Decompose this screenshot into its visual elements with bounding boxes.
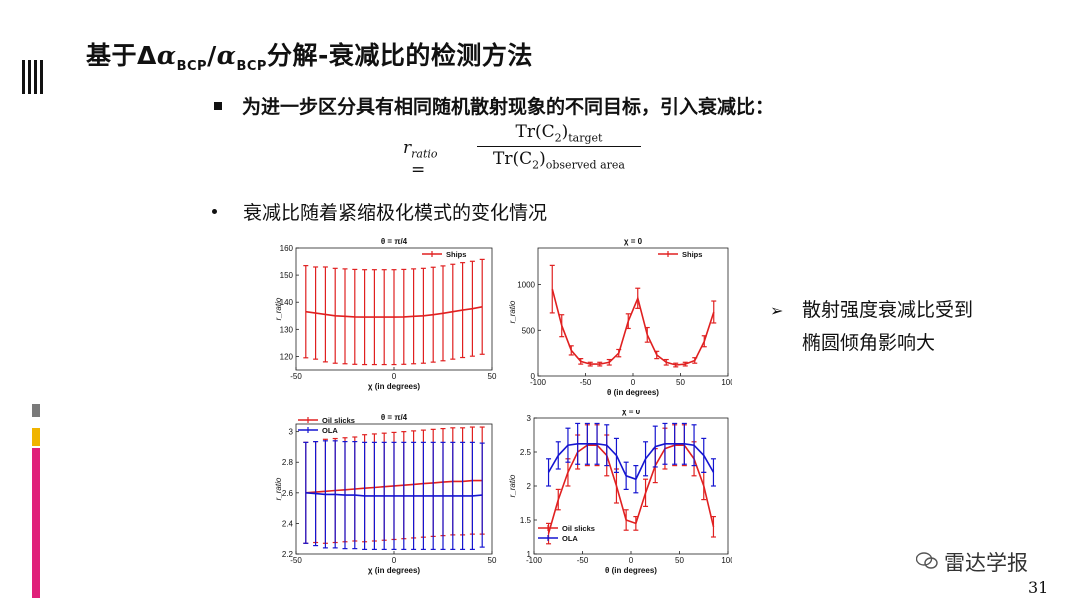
- arrow-bullet-icon: ➢: [770, 301, 784, 320]
- x-tick-label: 100: [721, 556, 732, 565]
- bullet-variation: 衰减比随着紧缩极化模式的变化情况: [212, 198, 547, 225]
- side-note-line2: 椭圆倾角影响大: [802, 332, 936, 354]
- logo-bars: [22, 60, 46, 94]
- x-tick-label: 50: [488, 556, 497, 565]
- y-axis-label: r_ratio: [508, 474, 517, 497]
- legend-label: Ships: [682, 250, 702, 259]
- square-bullet-icon: [214, 101, 222, 110]
- series-line: [305, 492, 483, 497]
- y-axis-label: r_ratio: [508, 300, 517, 323]
- y-axis-label: r_ratio: [274, 477, 283, 500]
- title-alpha-2: α: [216, 41, 237, 70]
- y-axis-label: r_ratio: [274, 297, 283, 320]
- x-tick-label: 0: [629, 556, 634, 565]
- title-sub: BCP: [176, 59, 208, 74]
- x-tick-label: 0: [631, 378, 636, 387]
- x-tick-label: -100: [526, 556, 543, 565]
- y-tick-label: 2.8: [282, 458, 294, 467]
- y-tick-label: 500: [522, 326, 536, 335]
- chart-oil-theta: -100 -50 0 50 100 1 1.5 2 2.5 3 χ = 0 θ (in degrees…: [508, 410, 732, 575]
- watermark-text: 雷达学报: [944, 551, 1028, 575]
- y-tick-label: 120: [280, 352, 294, 361]
- y-tick-label: 130: [280, 325, 294, 334]
- series-line: [547, 443, 715, 481]
- title-sub-2: BCP: [236, 59, 267, 74]
- bullet-intro-text: 为进一步区分具有相同随机散射现象的不同目标，引入衰减比：: [242, 96, 775, 118]
- wechat-icon: [915, 551, 938, 575]
- x-tick-label: -50: [577, 556, 589, 565]
- chart-title: χ = 0: [622, 410, 641, 416]
- x-axis-label: θ (in degrees): [605, 566, 657, 575]
- x-tick-label: -100: [530, 378, 547, 387]
- chart-ships-theta: -100-5005010005001000χ = 0θ (in degrees)…: [508, 237, 732, 397]
- dot-bullet-icon: [212, 209, 217, 214]
- legend-label: OLA: [562, 534, 578, 543]
- page-number: 31: [1028, 578, 1049, 597]
- x-tick-label: 50: [676, 378, 685, 387]
- watermark: 雷达学报: [915, 547, 1028, 577]
- series-line: [305, 306, 483, 318]
- x-tick-label: 100: [721, 378, 732, 387]
- y-tick-label: 2.5: [520, 448, 532, 457]
- plot-frame: [537, 247, 729, 377]
- y-tick-label: 3: [527, 414, 532, 423]
- y-tick-label: 150: [280, 271, 294, 280]
- x-tick-label: 50: [675, 556, 684, 565]
- x-axis-label: θ (in degrees): [607, 388, 659, 397]
- strip-pink: [32, 448, 40, 598]
- x-axis-label: χ (in degrees): [368, 566, 421, 575]
- chart-title: χ = 0: [624, 237, 643, 246]
- title-slash: /: [207, 41, 217, 70]
- y-tick-label: 140: [280, 298, 294, 307]
- y-tick-label: 160: [280, 244, 294, 253]
- fraction-line: [477, 146, 641, 147]
- x-axis-label: χ (in degrees): [368, 382, 421, 391]
- chart-ships-chi: -50 0 50 120 130 140 150 160 θ = π/4 χ (in degree…: [274, 237, 497, 391]
- x-tick-label: -50: [290, 372, 302, 381]
- chart-title: θ = π/4: [381, 237, 408, 246]
- legend-label: OLA: [322, 426, 338, 435]
- chart-title: θ = π/4: [381, 413, 408, 422]
- slide-title: 基于ΔαBCP/αBCP分解-衰减比的检测方法: [86, 36, 533, 74]
- legend-label: Oil slicks: [562, 524, 595, 533]
- x-tick-label: 0: [392, 372, 397, 381]
- bullet-intro: 为进一步区分具有相同随机散射现象的不同目标，引入衰减比：: [214, 92, 774, 119]
- legend-label: Oil slicks: [322, 416, 355, 425]
- series-line: [551, 288, 715, 366]
- y-tick-label: 1000: [517, 281, 535, 290]
- y-tick-label: 0: [531, 372, 536, 381]
- formula-numerator: Tr(C2)target: [515, 122, 603, 145]
- formula-denominator: Tr(C2)observed area: [493, 149, 625, 172]
- chart-oil-chi: -50 0 50 2.2 2.4 2.6 2.8 3 θ = π/4 χ (in degrees)…: [274, 413, 497, 575]
- x-tick-label: -50: [580, 378, 592, 387]
- side-note-line1: 散射强度衰减比受到: [802, 299, 974, 321]
- series-line: [547, 444, 715, 534]
- strip-gold: [32, 428, 40, 446]
- y-tick-label: 3: [289, 428, 294, 437]
- title-alpha: α: [156, 41, 177, 70]
- title-suffix: 分解-衰减比的检测方法: [266, 41, 533, 70]
- y-tick-label: 2.2: [282, 550, 294, 559]
- y-tick-label: 2.4: [282, 519, 294, 528]
- y-tick-label: 2: [527, 482, 532, 491]
- y-tick-label: 2.6: [282, 489, 294, 498]
- x-tick-label: 0: [392, 556, 397, 565]
- x-tick-label: -50: [290, 556, 302, 565]
- formula-fraction: Tr(C2)target Tr(C2)observed area: [475, 122, 643, 173]
- y-tick-label: 1.5: [520, 516, 532, 525]
- title-prefix: 基于Δ: [86, 41, 157, 70]
- x-tick-label: 50: [488, 372, 497, 381]
- formula-lhs: rratio =: [403, 138, 438, 181]
- strip-gray: [32, 404, 40, 417]
- y-tick-label: 1: [527, 550, 532, 559]
- side-note: ➢ 散射强度衰减比受到 椭圆倾角影响大: [770, 294, 973, 360]
- bullet-variation-text: 衰减比随着紧缩极化模式的变化情况: [243, 202, 548, 224]
- legend-label: Ships: [446, 250, 466, 259]
